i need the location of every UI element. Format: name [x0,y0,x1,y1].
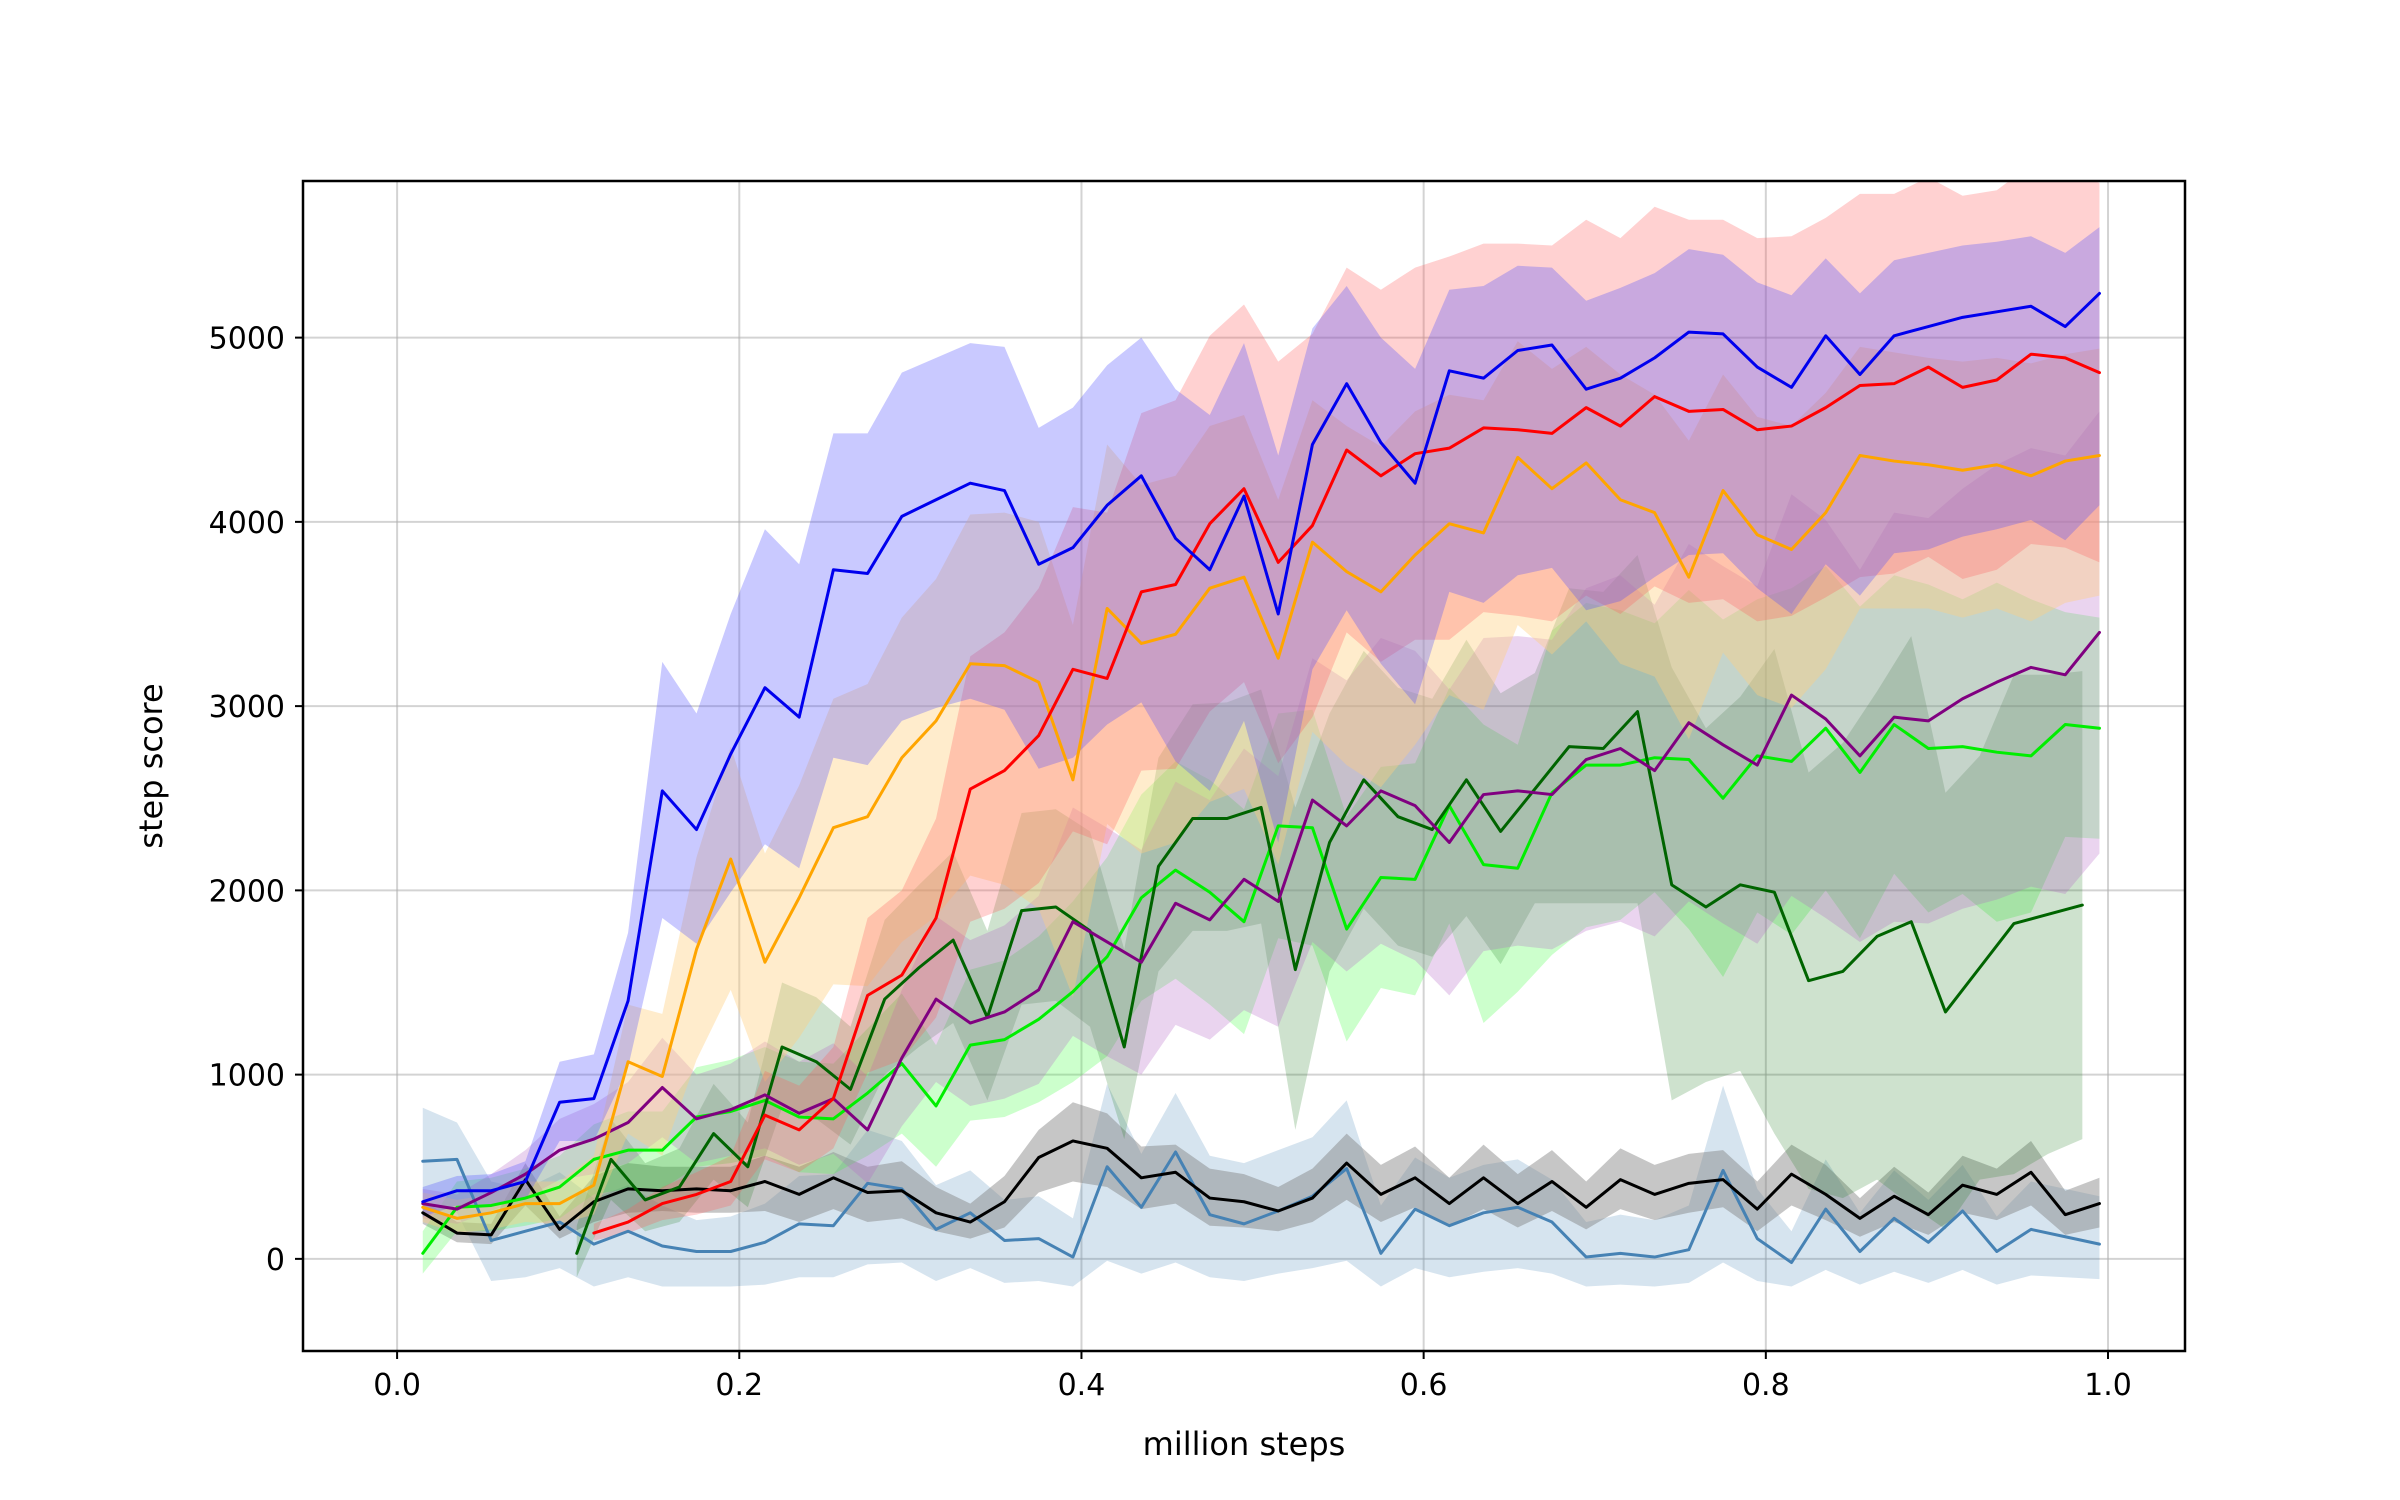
series-5-band [422,411,2100,1224]
series-2-band [422,1102,2100,1245]
series-3-band [422,566,2100,1274]
series-8-band [422,227,2100,1217]
x-tick-label: 0.6 [1400,1368,1448,1403]
series-6-line [421,454,2101,1220]
x-tick-label: 1.0 [2084,1368,2132,1403]
y-tick-label: 0 [266,1243,285,1278]
x-tick-label: 0.0 [373,1368,421,1403]
plot-frame [301,179,2187,1353]
series-lines [421,291,2101,1265]
grid [303,181,2185,1351]
series-6-band [422,341,2100,1234]
confidence-bands [422,181,2100,1287]
series-4-line [575,710,2084,1255]
series-2-line [421,1139,2101,1237]
y-tick-label: 5000 [209,322,285,357]
series-8-line [421,291,2101,1204]
series-1-band [422,1083,2100,1287]
x-tick-label: 0.2 [715,1368,763,1403]
y-tick-label: 3000 [209,690,285,725]
series-1-line [421,1150,2101,1265]
series-5-line [421,630,2101,1211]
plot-background [303,181,2185,1351]
y-axis-label: step score [132,683,170,848]
series-7-line [592,352,2101,1235]
x-tick-label: 0.4 [1058,1368,1106,1403]
y-tick-label: 1000 [209,1059,285,1094]
y-tick-label: 4000 [209,506,285,541]
axis-ticks: 0.0 0.2 0.4 0.6 0.8 1.0 0 1000 2000 3000 4000 5000 [209,322,2132,1403]
x-axis-label: million steps [1143,1425,1346,1463]
series-4-band [576,555,2083,1278]
y-tick-label: 2000 [209,874,285,909]
x-tick-label: 0.8 [1742,1368,1790,1403]
series-7-band [593,181,2100,1241]
